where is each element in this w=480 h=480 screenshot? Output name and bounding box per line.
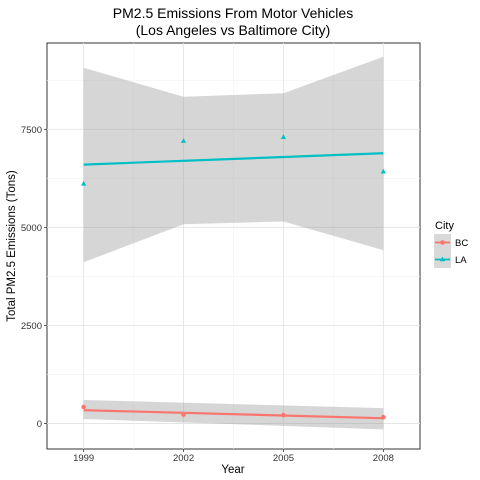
data-point-la (380, 168, 386, 174)
chart-title-line2: (Los Angeles vs Baltimore City) (136, 22, 331, 38)
y-axis-ticks: 0 2500 5000 7500 (21, 125, 47, 430)
legend: City BC LA (434, 220, 468, 268)
grid (47, 43, 420, 449)
data-point-bc (281, 412, 286, 418)
y-tick-label: 0 (37, 419, 42, 430)
legend-label-bc: BC (455, 238, 468, 249)
legend-title: City (435, 220, 454, 232)
data-point-la (180, 138, 187, 143)
data-point-bc (381, 414, 386, 420)
x-tick-label: 1999 (73, 453, 94, 464)
y-tick-label: 5000 (21, 223, 42, 234)
chart-title-line1: PM2.5 Emissions From Motor Vehicles (113, 5, 353, 21)
legend-keys: BC LA (434, 234, 468, 268)
y-tick-label: 2500 (21, 321, 42, 332)
data-points (81, 134, 386, 420)
x-tick-label: 2005 (273, 453, 294, 464)
y-tick-label: 7500 (21, 125, 42, 136)
fit-lines (83, 152, 384, 420)
data-point-la (81, 180, 87, 186)
data-point-bc (81, 404, 86, 410)
data-point-bc (181, 412, 186, 417)
x-tick-label: 2002 (173, 453, 194, 464)
y-axis-title: Total PM2.5 Emissions (Tons) (6, 170, 18, 322)
data-point-la (280, 134, 287, 139)
fit-line-bc (83, 409, 384, 420)
legend-key-marker-bc (440, 240, 445, 245)
x-tick-label: 2008 (373, 453, 394, 464)
fit-line-la (83, 152, 384, 166)
x-axis-ticks: 1999 2002 2005 2008 (73, 449, 394, 464)
legend-label-la: LA (455, 255, 467, 266)
x-axis-title: Year (221, 464, 244, 476)
legend-key-marker-la (439, 256, 446, 262)
